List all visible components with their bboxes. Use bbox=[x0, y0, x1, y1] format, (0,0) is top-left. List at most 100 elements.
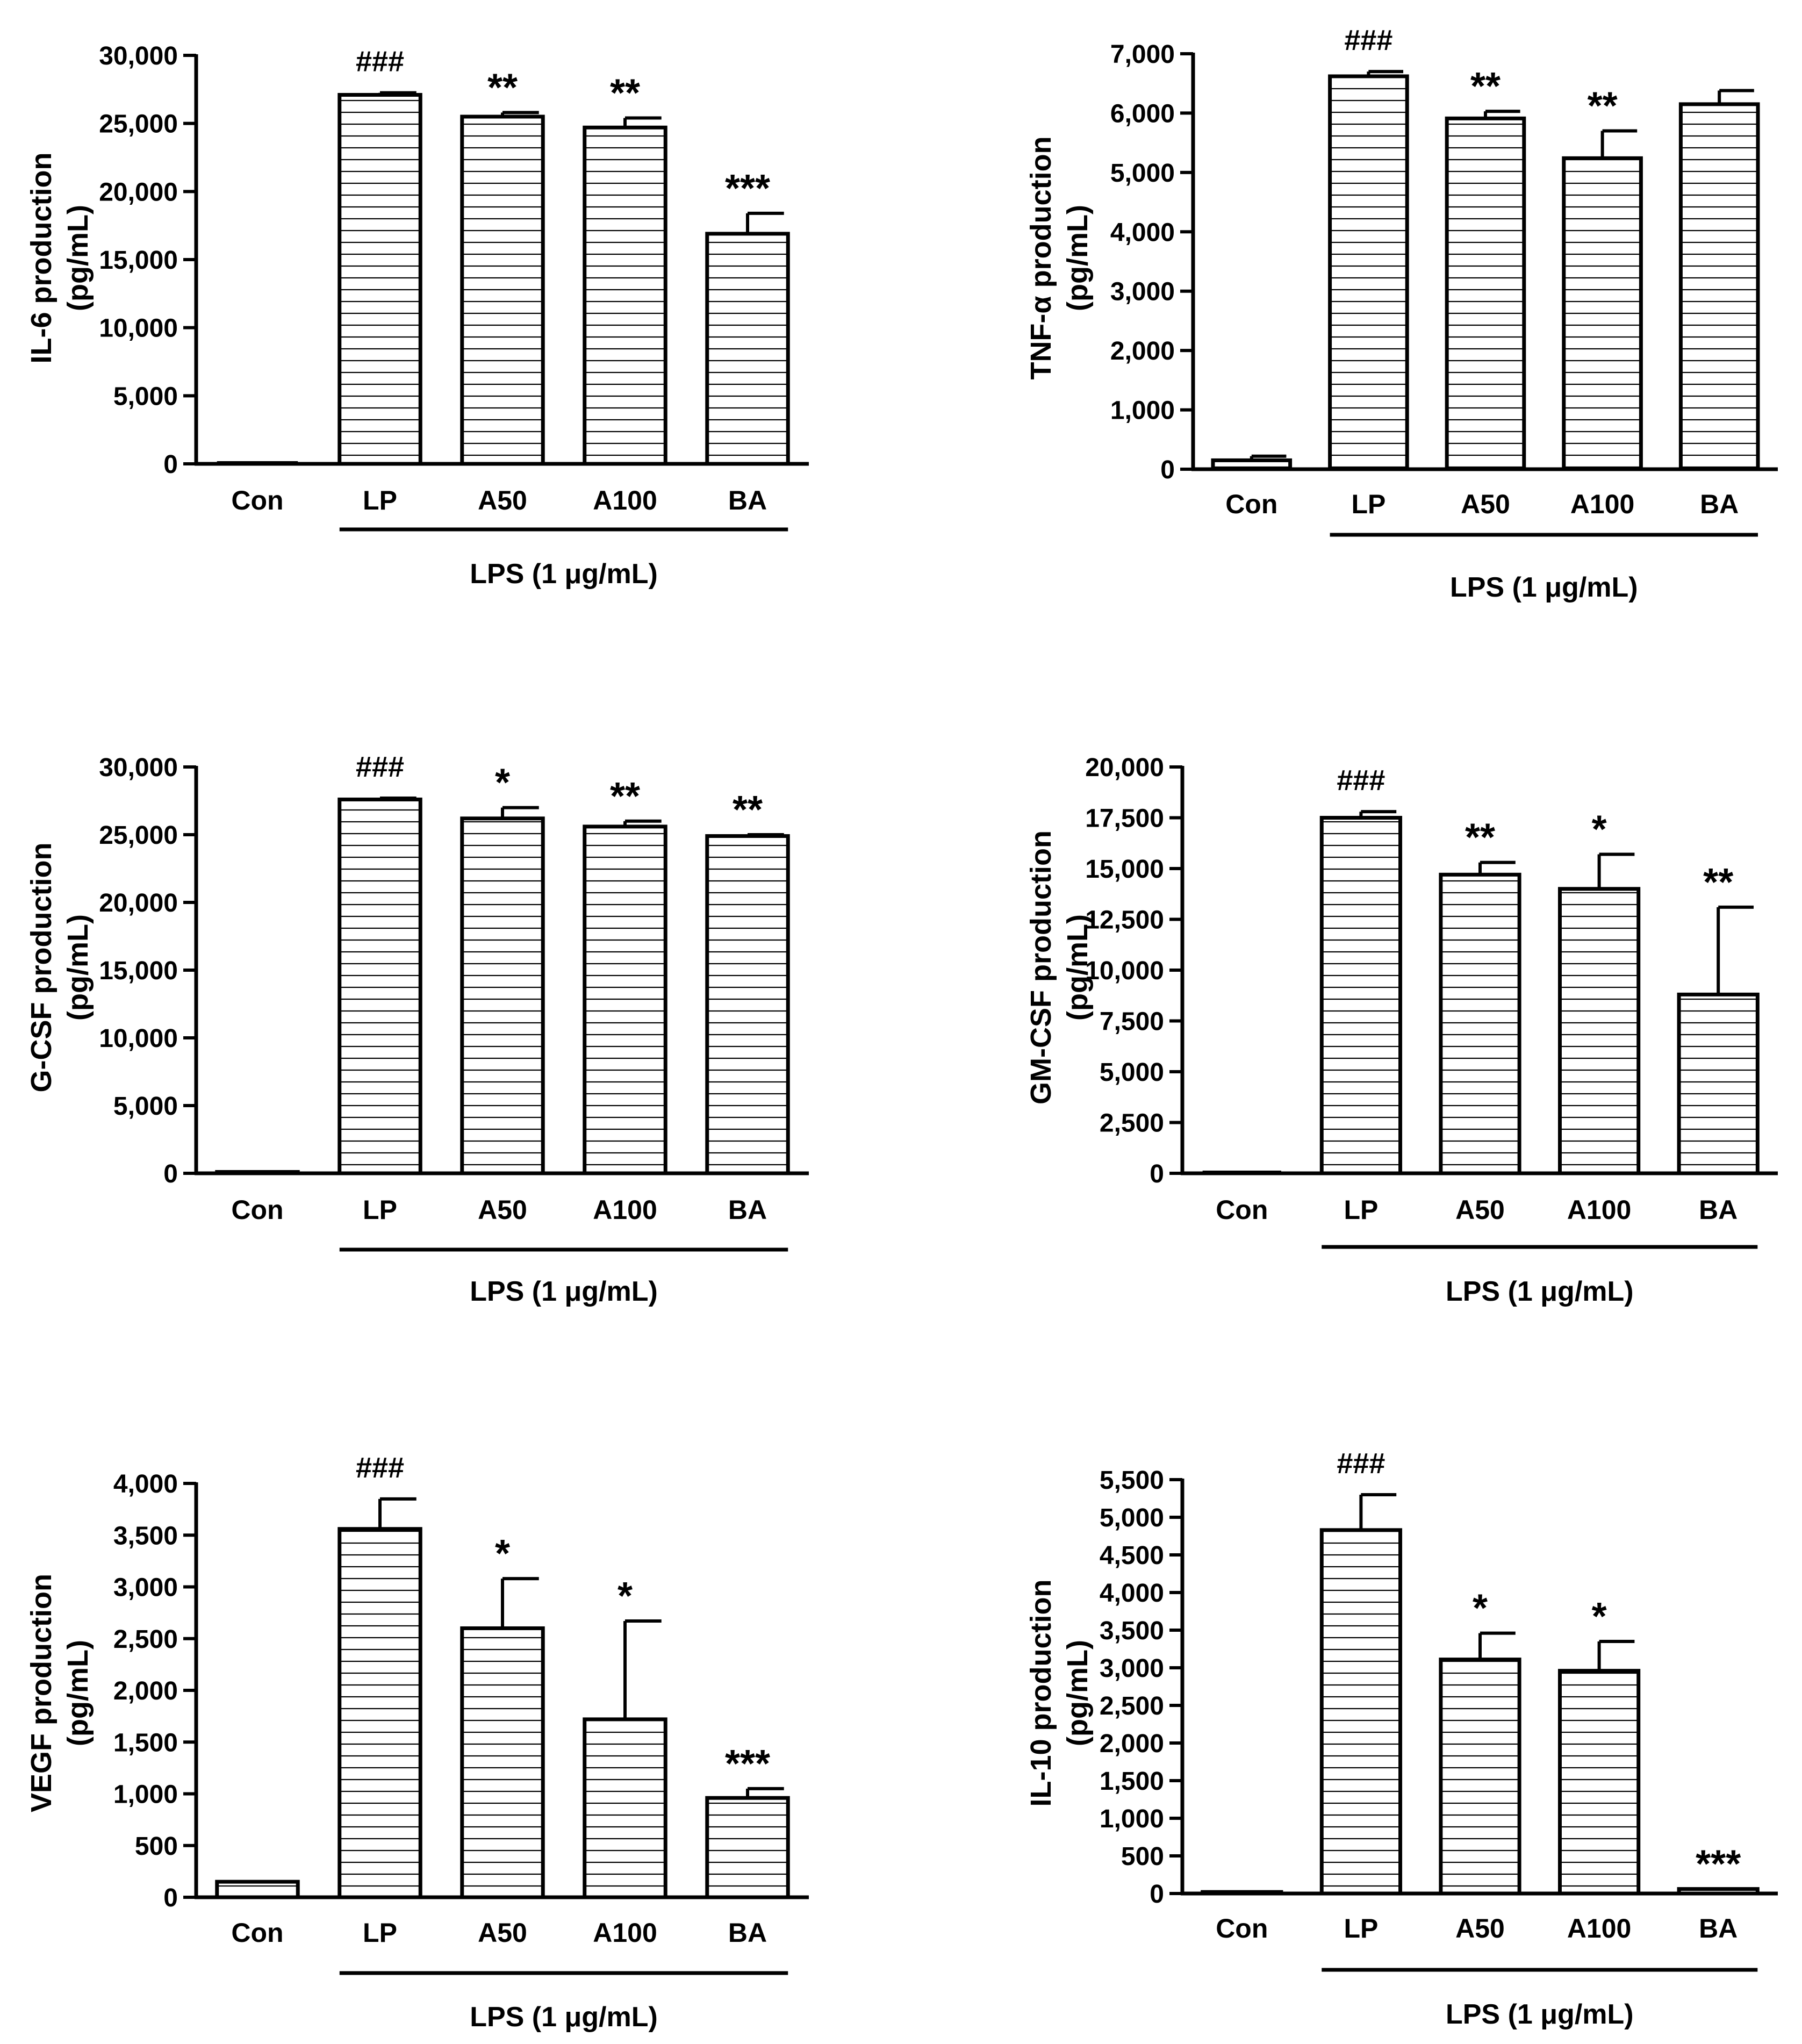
significance-marker: ### bbox=[356, 751, 404, 783]
significance-marker: *** bbox=[725, 167, 770, 210]
significance-marker: ### bbox=[356, 46, 404, 78]
significance-marker: * bbox=[618, 1575, 633, 1618]
category-label: LP bbox=[363, 1195, 397, 1225]
y-tick-label: 20,000 bbox=[99, 178, 178, 206]
category-label: A50 bbox=[478, 1918, 527, 1948]
significance-marker: ### bbox=[1337, 764, 1385, 797]
y-tick-label: 10,000 bbox=[99, 314, 178, 343]
y-axis-label: IL-10 production (pg/mL) bbox=[1025, 1580, 1094, 1807]
category-label: LP bbox=[363, 485, 397, 515]
bar-ba bbox=[1677, 1887, 1760, 1896]
y-tick-label: 4,500 bbox=[1100, 1541, 1164, 1570]
bar-a100 bbox=[583, 824, 667, 1175]
bar-lp bbox=[1319, 816, 1403, 1175]
bar-a50 bbox=[1439, 1658, 1521, 1896]
bar-a50 bbox=[460, 1626, 545, 1899]
y-axis-label-line1: IL-6 production bbox=[25, 153, 58, 364]
chart-panel-4: 0 2,500 5,000 7,500 10,000 12,500 15,000 17,500… bbox=[1025, 754, 1778, 1307]
significance-marker: ** bbox=[610, 72, 640, 115]
category-label: A100 bbox=[593, 485, 657, 515]
bar-lp bbox=[1319, 1528, 1403, 1896]
y-tick-label: 30,000 bbox=[99, 42, 178, 70]
y-tick-label: 3,500 bbox=[113, 1522, 178, 1550]
bar-a50 bbox=[460, 114, 545, 466]
y-tick-label: 15,000 bbox=[1085, 855, 1164, 884]
y-tick-label: 12,500 bbox=[1085, 906, 1164, 935]
y-tick-label: 1,000 bbox=[1100, 1805, 1164, 1833]
y-tick-label: 5,500 bbox=[1100, 1466, 1164, 1495]
category-label: BA bbox=[1699, 1195, 1738, 1225]
y-tick-label: 30,000 bbox=[99, 754, 178, 782]
category-label: A100 bbox=[593, 1195, 657, 1225]
y-tick-label: 20,000 bbox=[99, 889, 178, 917]
category-label: A100 bbox=[593, 1918, 657, 1948]
y-tick-label: 0 bbox=[1150, 1160, 1164, 1188]
y-tick-label: 0 bbox=[1150, 1880, 1164, 1909]
significance-marker: * bbox=[1473, 1587, 1488, 1630]
y-tick-label: 0 bbox=[163, 450, 178, 479]
category-label: A100 bbox=[1570, 489, 1635, 519]
significance-marker: *** bbox=[1696, 1843, 1741, 1886]
y-tick-label: 3,000 bbox=[113, 1574, 178, 1602]
bar-a100 bbox=[1557, 1669, 1641, 1896]
y-tick-label: 2,500 bbox=[1100, 1692, 1164, 1720]
y-tick-label: 5,000 bbox=[1110, 159, 1175, 188]
significance-marker: ** bbox=[1465, 816, 1495, 859]
category-label: A50 bbox=[1455, 1913, 1505, 1943]
y-axis-label-line2: (pg/mL) bbox=[1061, 1640, 1094, 1746]
y-axis-label: GM-CSF production (pg/mL) bbox=[1025, 830, 1094, 1105]
y-tick-label: 0 bbox=[1160, 456, 1175, 484]
category-label: LP bbox=[1344, 1195, 1378, 1225]
bar-ba bbox=[1678, 102, 1760, 471]
y-tick-label: 4,000 bbox=[113, 1470, 178, 1498]
y-tick-label: 7,500 bbox=[1100, 1008, 1164, 1036]
bar-ba bbox=[705, 232, 790, 466]
category-label: BA bbox=[728, 485, 767, 515]
chart-panel-2: 0 1,000 2,000 3,000 4,000 5,000 6,000 7,000 TNF-… bbox=[1025, 24, 1778, 603]
y-axis-label: VEGF production (pg/mL) bbox=[25, 1574, 94, 1812]
y-tick-label: 500 bbox=[135, 1832, 178, 1861]
y-tick-label: 2,000 bbox=[1110, 337, 1175, 365]
bar-ba bbox=[1677, 992, 1760, 1175]
lps-group-label: LPS (1 μg/mL) bbox=[470, 1276, 658, 1307]
y-axis-label-line1: TNF-α production bbox=[1025, 136, 1057, 379]
y-tick-label: 0 bbox=[163, 1160, 178, 1188]
significance-marker: * bbox=[495, 1532, 510, 1575]
significance-marker: ### bbox=[356, 1452, 404, 1484]
y-tick-label: 1,500 bbox=[1100, 1767, 1164, 1796]
bar-a100 bbox=[1557, 887, 1641, 1175]
category-label: LP bbox=[1344, 1913, 1378, 1943]
bar-con bbox=[1201, 1890, 1283, 1896]
bar-con bbox=[215, 1170, 300, 1175]
bar-a100 bbox=[583, 1717, 667, 1899]
significance-marker: * bbox=[1592, 808, 1607, 851]
y-tick-label: 5,000 bbox=[1100, 1504, 1164, 1532]
y-tick-label: 1,500 bbox=[113, 1729, 178, 1757]
significance-marker: * bbox=[1592, 1595, 1607, 1638]
y-axis-label-line2: (pg/mL) bbox=[62, 205, 94, 311]
y-axis-label-line2: (pg/mL) bbox=[62, 1640, 94, 1746]
y-tick-label: 25,000 bbox=[99, 821, 178, 850]
y-tick-label: 17,500 bbox=[1085, 805, 1164, 833]
chart-panel-5: 0 500 1,000 1,500 2,000 2,500 3,000 3,500 4,000 V… bbox=[25, 1452, 809, 2033]
significance-marker: ** bbox=[1470, 65, 1501, 108]
y-tick-label: 2,500 bbox=[113, 1625, 178, 1654]
category-label: Con bbox=[231, 485, 283, 515]
y-tick-label: 3,500 bbox=[1100, 1617, 1164, 1645]
significance-marker: *** bbox=[725, 1742, 770, 1785]
y-tick-label: 500 bbox=[1121, 1842, 1164, 1871]
y-axis-label: G-CSF production (pg/mL) bbox=[25, 843, 94, 1093]
bar-con bbox=[1211, 458, 1293, 471]
y-axis-label-line1: VEGF production bbox=[25, 1574, 58, 1812]
category-label: LP bbox=[363, 1918, 397, 1948]
lps-group-label: LPS (1 μg/mL) bbox=[470, 558, 658, 590]
category-label: A100 bbox=[1567, 1913, 1632, 1943]
y-tick-label: 6,000 bbox=[1110, 99, 1175, 128]
y-tick-label: 7,000 bbox=[1110, 40, 1175, 69]
category-label: Con bbox=[1225, 489, 1277, 519]
category-label: LP bbox=[1351, 489, 1385, 519]
y-tick-label: 0 bbox=[163, 1884, 178, 1912]
y-tick-label: 2,000 bbox=[113, 1677, 178, 1705]
